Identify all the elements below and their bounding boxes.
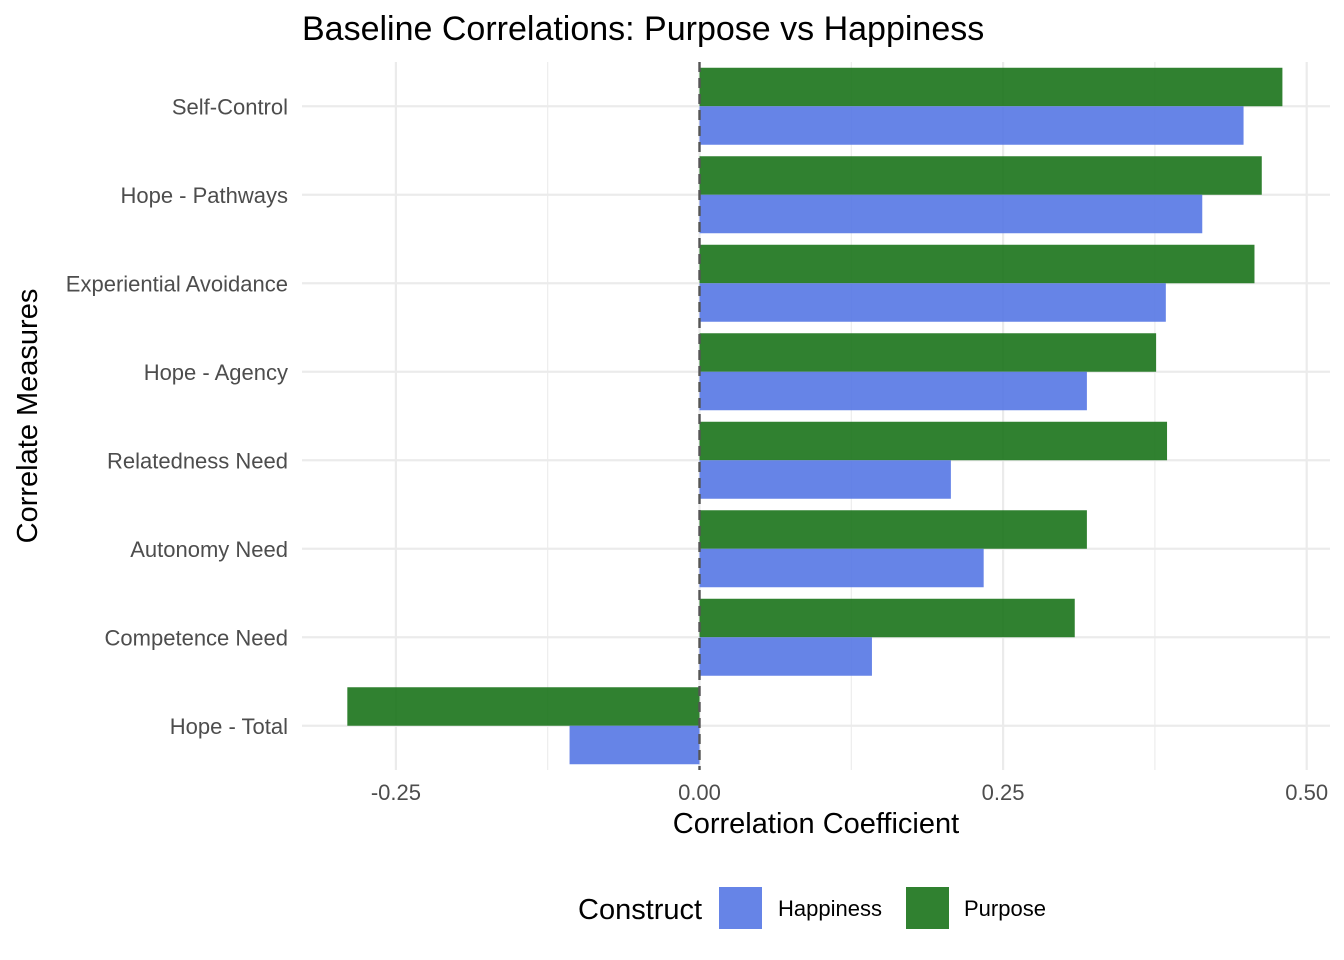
x-tick-label: 0.25 xyxy=(982,780,1025,805)
legend: Construct Happiness Purpose xyxy=(578,887,1046,929)
legend-title: Construct xyxy=(578,894,702,926)
bar-purpose xyxy=(699,156,1262,195)
bars xyxy=(347,67,1283,765)
chart-title: Baseline Correlations: Purpose vs Happin… xyxy=(302,10,984,48)
bar-purpose xyxy=(699,421,1168,461)
y-tick-label: Experiential Avoidance xyxy=(66,271,288,296)
bar-purpose xyxy=(347,687,700,726)
y-tick-label: Self-Control xyxy=(172,94,288,119)
bar-purpose xyxy=(699,598,1075,638)
legend-label-happiness: Happiness xyxy=(778,896,882,921)
y-tick-label: Hope - Total xyxy=(170,714,288,739)
bar-happiness xyxy=(569,725,700,765)
bar-purpose xyxy=(699,510,1087,549)
bar-purpose xyxy=(699,67,1283,107)
bar-happiness xyxy=(699,194,1203,234)
x-tick-label: 0.50 xyxy=(1285,780,1328,805)
y-tick-label: Autonomy Need xyxy=(130,537,288,562)
bar-happiness xyxy=(699,637,872,676)
x-tick-labels: -0.25 0.00 0.25 0.50 xyxy=(371,780,1328,805)
y-tick-labels: Self-Control Hope - Pathways Experiential … xyxy=(66,94,288,739)
legend-swatch-happiness xyxy=(719,887,762,929)
y-tick-label: Competence Need xyxy=(105,625,288,650)
y-tick-label: Relatedness Need xyxy=(107,448,288,473)
x-axis-title: Correlation Coefficient xyxy=(673,808,959,840)
bar-happiness xyxy=(699,548,984,588)
y-axis-title: Correlate Measures xyxy=(12,289,44,544)
bar-happiness xyxy=(699,283,1166,322)
y-tick-label: Hope - Pathways xyxy=(120,183,288,208)
bar-happiness xyxy=(699,106,1244,145)
x-tick-label: 0.00 xyxy=(678,780,721,805)
bar-happiness xyxy=(699,371,1087,411)
x-tick-label: -0.25 xyxy=(371,780,421,805)
bar-purpose xyxy=(699,333,1157,372)
legend-label-purpose: Purpose xyxy=(964,896,1046,921)
y-tick-label: Hope - Agency xyxy=(144,360,288,385)
legend-swatch-purpose xyxy=(906,887,949,929)
bar-happiness xyxy=(699,460,951,499)
bar-purpose xyxy=(699,244,1255,284)
